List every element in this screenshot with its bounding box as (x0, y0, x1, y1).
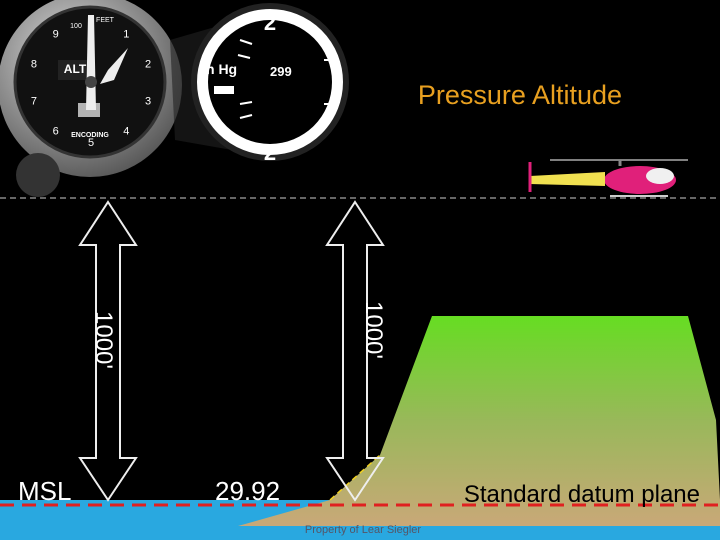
kollsman-zoom: n Hg 299 2 2 (191, 3, 349, 165)
dial-number: 9 (53, 28, 59, 40)
height-label: 1000' (90, 311, 117, 369)
msl-label: MSL (18, 476, 71, 506)
dial-number: 8 (31, 58, 37, 70)
height-label: 1000' (360, 301, 387, 359)
title: Pressure Altitude (418, 80, 622, 110)
dial-number: 5 (88, 137, 94, 149)
credit: Property of Lear Siegler (305, 524, 422, 536)
dial-number: 2 (145, 58, 151, 70)
inhg-label: n Hg (206, 61, 237, 77)
dial-number: 2 (264, 140, 276, 165)
scale-label: 100 (70, 23, 82, 30)
short-hand (100, 48, 128, 84)
height-arrow (325, 200, 385, 502)
dial-number: 7 (31, 96, 37, 108)
dial-number: 1 (123, 28, 129, 40)
mountain (238, 316, 720, 526)
dial-number: 2 (264, 10, 276, 35)
dial-number: 6 (53, 126, 59, 138)
datum-label: Standard datum plane (464, 481, 700, 508)
dial-number: 4 (123, 126, 129, 138)
height-arrow (78, 200, 138, 502)
helicopter (528, 159, 688, 197)
unit-label: FEET (96, 17, 115, 24)
setting-label: 29.92 (215, 476, 280, 506)
alt-label: ALT (64, 62, 87, 76)
encoding-label: ENCODING (71, 132, 109, 139)
altimeter: ALT FEET 100 ENCODING 0123456789 (0, 0, 182, 197)
datum-slope-line (329, 454, 381, 501)
pressure-reading: 299 (270, 64, 292, 79)
dial-number: 3 (145, 96, 151, 108)
